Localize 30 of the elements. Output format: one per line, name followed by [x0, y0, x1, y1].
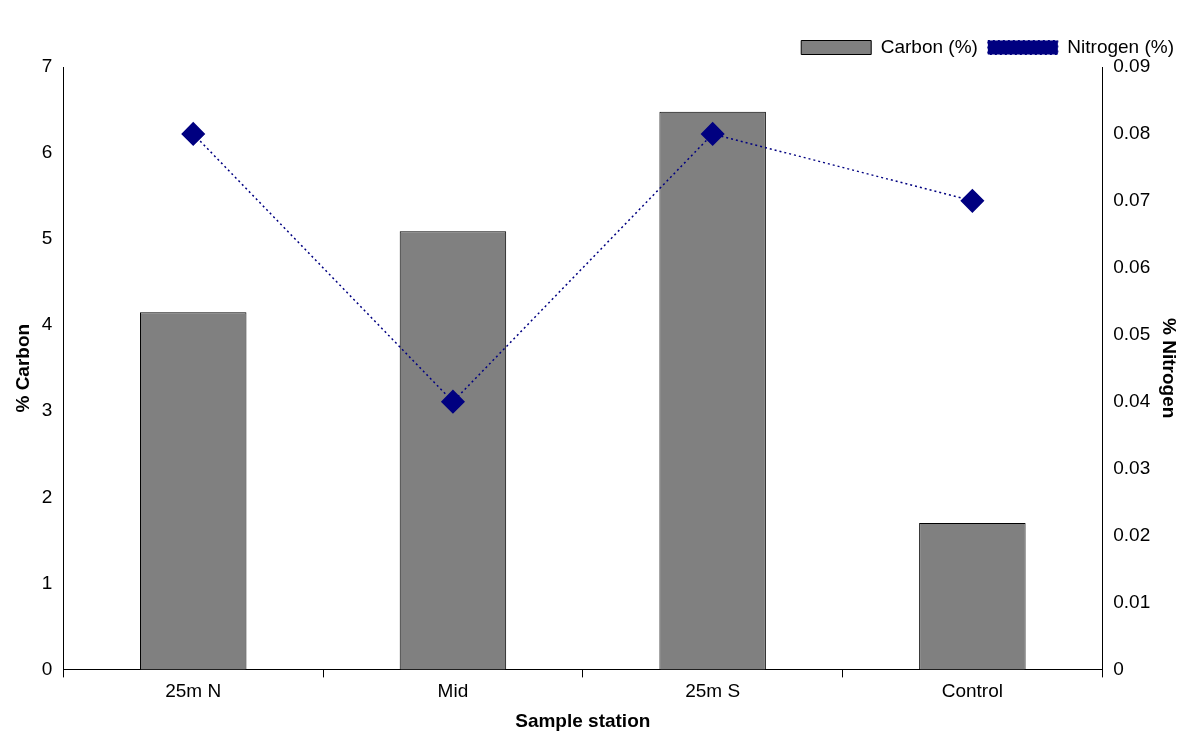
- y-tick-label: 5: [41, 227, 53, 249]
- y2-tick-label: 0.08: [1113, 122, 1151, 144]
- y2-axis-title: % Nitrogen: [1159, 318, 1181, 419]
- y2-tick-label: 0.04: [1113, 389, 1151, 411]
- y2-tick-label: 0.06: [1113, 256, 1151, 278]
- point: [700, 122, 725, 146]
- y2-tick-label: 0.05: [1113, 322, 1151, 344]
- x-axis-title: Sample station: [515, 709, 651, 731]
- y-tick-label: 3: [41, 399, 53, 421]
- y2-tick-label: 0.01: [1113, 590, 1151, 612]
- y2-tick-label: 0.07: [1113, 189, 1151, 211]
- y-tick-label: 4: [41, 313, 53, 335]
- point: [181, 122, 205, 146]
- y2-tick-label: 0.03: [1113, 456, 1151, 478]
- x-tick-label: 25m N: [165, 680, 222, 702]
- y-tick-label: 7: [41, 55, 53, 77]
- y2-tick-label: 0.02: [1113, 523, 1151, 545]
- point: [960, 189, 985, 213]
- x-tick-label: Control: [941, 680, 1003, 702]
- point: [441, 389, 465, 414]
- y-tick-label: 6: [41, 141, 53, 163]
- y-tick-label: 1: [41, 571, 53, 593]
- y-tick-label: 0: [41, 657, 53, 679]
- y-axis-title: % Carbon: [11, 323, 33, 413]
- legend-label: Nitrogen (%): [1067, 35, 1175, 57]
- x-tick-label: Mid: [437, 680, 469, 702]
- y-tick-label: 2: [41, 485, 53, 507]
- x-tick-label: 25m S: [685, 680, 741, 702]
- legend-label: Carbon (%): [880, 35, 978, 57]
- y2-tick-label: 0: [1113, 657, 1124, 679]
